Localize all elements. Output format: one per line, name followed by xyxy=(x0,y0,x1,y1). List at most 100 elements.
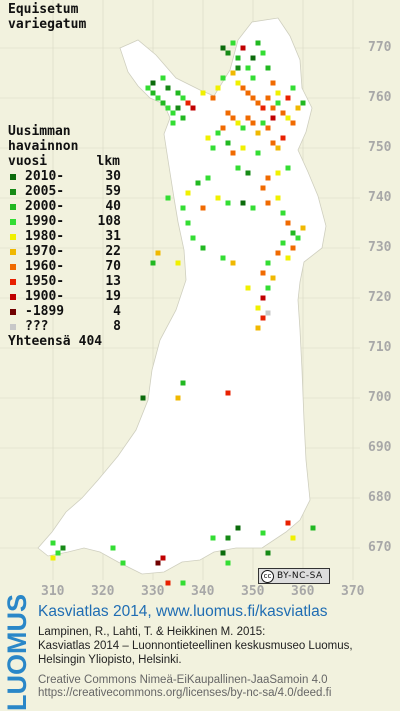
legend-swatch xyxy=(10,233,16,240)
legend-count: 4 xyxy=(113,304,121,319)
observation-square xyxy=(290,535,296,541)
observation-square xyxy=(155,560,161,566)
observation-square xyxy=(220,125,226,131)
observation-square xyxy=(200,205,206,211)
observation-square xyxy=(275,195,281,201)
observation-square xyxy=(245,285,251,291)
observation-square xyxy=(205,175,211,181)
grid-y-label: 670 xyxy=(368,540,392,555)
legend-period: 1960- xyxy=(25,259,65,274)
observation-square xyxy=(235,55,241,61)
observation-square xyxy=(50,555,56,561)
observation-square xyxy=(205,135,211,141)
legend-row: -1899 4 xyxy=(8,304,121,319)
observation-square xyxy=(160,75,166,81)
legend-count: 30 xyxy=(105,169,121,184)
observation-square xyxy=(260,105,266,111)
legend-period: 1990- xyxy=(25,214,65,229)
species-title-line: Equisetum xyxy=(8,2,79,17)
legend-swatch xyxy=(10,323,16,330)
observation-square xyxy=(250,205,256,211)
observation-square xyxy=(245,170,251,176)
grid-y-label: 720 xyxy=(368,290,392,305)
observation-square xyxy=(175,395,181,401)
observation-square xyxy=(185,100,191,106)
legend-row: 2000- 40 xyxy=(8,199,121,214)
license-line: https://creativecommons.org/licenses/by-… xyxy=(38,687,332,699)
observation-square xyxy=(165,580,171,586)
observation-square xyxy=(245,90,251,96)
observation-square xyxy=(270,80,276,86)
footer: Kasviatlas 2014, www.luomus.fi/kasviatla… xyxy=(38,603,398,700)
legend-period: ??? xyxy=(25,319,49,334)
observation-square xyxy=(260,530,266,536)
observation-square xyxy=(280,110,286,116)
legend-count: 40 xyxy=(105,199,121,214)
observation-square xyxy=(260,185,266,191)
observation-square xyxy=(285,165,291,171)
observation-square xyxy=(265,310,271,316)
citation: Lampinen, R., Lahti, T. & Heikkinen M. 2… xyxy=(38,625,398,667)
grid-y-label: 690 xyxy=(368,440,392,455)
observation-square xyxy=(255,130,261,136)
observation-square xyxy=(150,80,156,86)
observation-square xyxy=(180,205,186,211)
luomus-logo-text: LUOMUS xyxy=(1,593,32,711)
observation-square xyxy=(155,250,161,256)
observation-square xyxy=(260,120,266,126)
legend-swatch xyxy=(10,308,16,315)
grid-y-label: 740 xyxy=(368,190,392,205)
observation-square xyxy=(285,115,291,121)
observation-square xyxy=(160,555,166,561)
legend-total-label: Yhteensä xyxy=(8,334,71,349)
observation-square xyxy=(250,120,256,126)
observation-square xyxy=(50,540,56,546)
observation-square xyxy=(150,260,156,266)
observation-square xyxy=(255,40,261,46)
observation-square xyxy=(225,110,231,116)
legend-count: 108 xyxy=(97,214,121,229)
observation-square xyxy=(245,65,251,71)
observation-square xyxy=(260,270,266,276)
grid-y-label: 700 xyxy=(368,390,392,405)
legend-rows: 2010- 30 2005- 59 2000- 40 1990- 108 1980- 31 1970… xyxy=(8,169,121,334)
atlas-site: Kasviatlas 2014, www.luomus.fi/kasviatla… xyxy=(38,603,328,620)
legend: Uusimman havainnon vuosi lkm 2010- 30 2005… xyxy=(8,124,121,349)
legend-swatch xyxy=(10,173,16,180)
observation-square xyxy=(185,190,191,196)
observation-square xyxy=(290,120,296,126)
observation-square xyxy=(285,255,291,261)
observation-square xyxy=(210,95,216,101)
observation-square xyxy=(180,580,186,586)
legend-count: 59 xyxy=(105,184,121,199)
observation-square xyxy=(225,560,231,566)
license-line: Creative Commons Nimeä-EiKaupallinen-Jaa… xyxy=(38,674,328,686)
observation-square xyxy=(240,145,246,151)
legend-row: 1970- 22 xyxy=(8,244,121,259)
observation-square xyxy=(265,95,271,101)
observation-square xyxy=(210,145,216,151)
observation-square xyxy=(260,50,266,56)
observation-square xyxy=(175,105,181,111)
observation-square xyxy=(295,105,301,111)
legend-row: 2010- 30 xyxy=(8,169,121,184)
grid-x-label: 330 xyxy=(141,584,165,599)
distribution-map xyxy=(0,0,360,586)
observation-square xyxy=(240,125,246,131)
legend-count: 70 xyxy=(105,259,121,274)
observation-square xyxy=(185,220,191,226)
legend-period: 2010- xyxy=(25,169,65,184)
legend-row: 2005- 59 xyxy=(8,184,121,199)
observation-square xyxy=(225,535,231,541)
observation-square xyxy=(220,75,226,81)
observation-square xyxy=(240,45,246,51)
observation-square xyxy=(120,560,126,566)
observation-square xyxy=(165,195,171,201)
legend-swatch xyxy=(10,188,16,195)
observation-square xyxy=(160,100,166,106)
observation-square xyxy=(270,140,276,146)
observation-square xyxy=(280,135,286,141)
observation-square xyxy=(275,170,281,176)
cc-license-badge: cc BY-NC-SA xyxy=(258,568,330,584)
observation-square xyxy=(240,200,246,206)
